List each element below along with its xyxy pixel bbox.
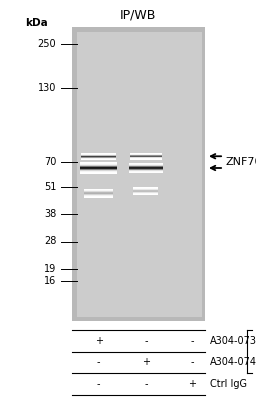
Bar <box>77 32 202 317</box>
Text: A304-074A: A304-074A <box>210 357 256 368</box>
Text: -: - <box>144 379 148 389</box>
Text: 51: 51 <box>44 182 56 192</box>
Text: -: - <box>97 357 100 368</box>
Text: +: + <box>142 357 150 368</box>
Text: -: - <box>190 357 194 368</box>
Text: 130: 130 <box>38 83 56 93</box>
Text: +: + <box>188 379 196 389</box>
Text: 38: 38 <box>44 209 56 219</box>
Text: -: - <box>97 379 100 389</box>
Text: 28: 28 <box>44 236 56 247</box>
Text: 70: 70 <box>44 157 56 167</box>
Text: IP/WB: IP/WB <box>120 8 156 21</box>
Text: A304-073A: A304-073A <box>210 336 256 346</box>
Text: 16: 16 <box>44 276 56 286</box>
Bar <box>72 27 205 321</box>
Text: +: + <box>94 336 103 346</box>
Text: -: - <box>190 336 194 346</box>
Text: 19: 19 <box>44 264 56 274</box>
Text: 250: 250 <box>38 39 56 49</box>
Text: ZNF703: ZNF703 <box>225 157 256 167</box>
Text: Ctrl IgG: Ctrl IgG <box>210 379 247 389</box>
Text: IP: IP <box>255 346 256 357</box>
Text: kDa: kDa <box>26 18 48 28</box>
Text: -: - <box>144 336 148 346</box>
